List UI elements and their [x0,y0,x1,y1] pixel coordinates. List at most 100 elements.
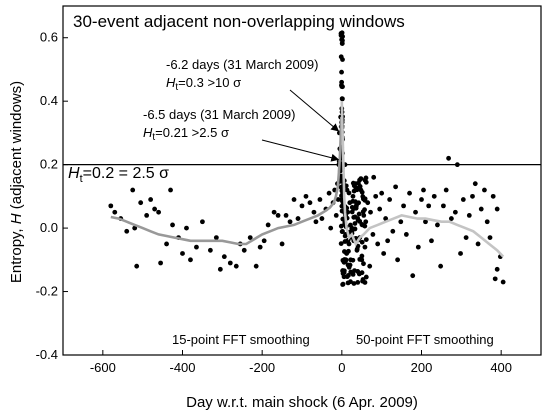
annotation-2-line1: -6.5 days (31 March 2009) [143,107,295,122]
data-point-post [419,197,424,202]
data-point-pre [311,209,317,215]
data-point-pre [241,247,247,253]
data-point-aftershock [353,185,359,191]
data-point-post [410,273,416,279]
data-point-pre [295,216,301,221]
data-point-post [443,187,449,193]
data-point-pre [221,254,227,260]
data-point-pre [279,241,285,247]
data-point-aftershock [359,270,365,276]
data-point-post [472,181,478,187]
data-point-post [438,263,444,269]
data-point-post [368,209,373,215]
data-point-post [385,238,391,244]
data-point-post [431,193,437,199]
data-point-pre [200,219,205,225]
data-point-post [490,193,496,199]
data-point-post [482,187,487,193]
y-tick-label: 0.2 [40,157,58,172]
data-point-aftershock [345,280,351,286]
data-point-pre [335,197,341,202]
data-point-pre [313,219,319,225]
data-point-pre [132,225,138,231]
data-point-post [373,193,379,199]
data-point-aftershock [341,270,347,275]
data-point-pre [275,213,281,218]
data-point-pre [170,222,175,228]
data-point-post [494,206,500,212]
data-point-pre [194,244,199,250]
data-point-post [367,263,373,269]
data-point-pre [291,197,297,202]
y-axis-ticks: -0.4 -0.2 0.0 0.2 0.4 0.6 [36,30,68,362]
smoothing-label-right: 50-point FFT smoothing [356,332,494,347]
data-point-post [375,241,381,247]
data-point-aftershock [355,268,361,274]
data-point-post [370,232,376,237]
data-point-post [346,241,352,247]
data-point-post [429,238,434,244]
data-point-aftershock [358,176,364,181]
smoothing-curve-50pt [340,101,505,258]
data-point-pre [253,263,259,269]
data-point-post [361,213,367,218]
data-point-pre [317,197,323,202]
data-point-aftershock [344,187,350,193]
data-point-post [487,235,493,241]
data-point-aftershock [351,281,357,286]
data-point-post [347,200,353,206]
data-point-post [446,155,451,161]
data-point-pre [217,266,223,272]
data-point-aftershock [363,274,369,280]
data-point-pre [130,187,136,193]
data-point-pre [144,213,150,218]
y-tick-label: 0.4 [40,93,58,108]
data-point-pre [168,187,173,193]
data-point-aftershock [356,211,362,217]
threshold-label: Ht=0.2 = 2.5 σ [68,165,169,185]
data-point-pre [184,225,189,231]
y-tick-label: -0.2 [36,284,58,299]
y-tick-label: 0.6 [40,30,58,45]
annotation-1-line2: Ht=0.3 >10 σ [166,75,241,93]
x-axis-ticks: -600 -400 -200 0 200 400 [90,350,512,375]
data-point-aftershock [350,271,356,277]
data-point-post [460,197,466,202]
data-point-spike [339,37,345,43]
data-point-aftershock [351,214,357,220]
data-point-aftershock [340,216,346,222]
data-point-pre [333,213,339,218]
data-point-pre [148,197,154,202]
x-tick-label: 0 [338,360,345,375]
data-point-spike [339,84,345,89]
x-axis-label: Day w.r.t. main shock (6 Apr. 2009) [186,394,418,411]
data-point-spike [339,79,345,85]
data-point-pre [261,238,267,244]
data-point-pre [138,200,144,206]
data-point-pre [207,247,213,253]
data-point-post [365,200,371,206]
data-point-post [470,193,475,199]
data-point-pre [233,263,239,269]
data-point-pre [283,213,289,218]
data-point-pre [108,203,114,209]
data-point-post [358,187,364,193]
data-point-post [452,209,458,215]
data-point-aftershock [362,223,368,229]
data-point-post [500,279,506,285]
data-point-spike [338,54,344,60]
data-point-post [407,190,412,196]
data-point-pre [287,219,293,225]
annotation-arrow-1 [289,89,340,132]
data-point-aftershock [361,261,366,267]
data-point-post [354,247,360,253]
x-tick-label: -200 [249,360,275,375]
data-point-pre [156,209,162,215]
data-point-aftershock [363,237,369,243]
data-point-pre [124,228,130,234]
data-point-post [492,276,498,282]
chart-title: 30-event adjacent non-overlapping window… [73,12,405,31]
data-point-post [349,225,355,231]
smoothing-curve-15pt [110,116,343,246]
